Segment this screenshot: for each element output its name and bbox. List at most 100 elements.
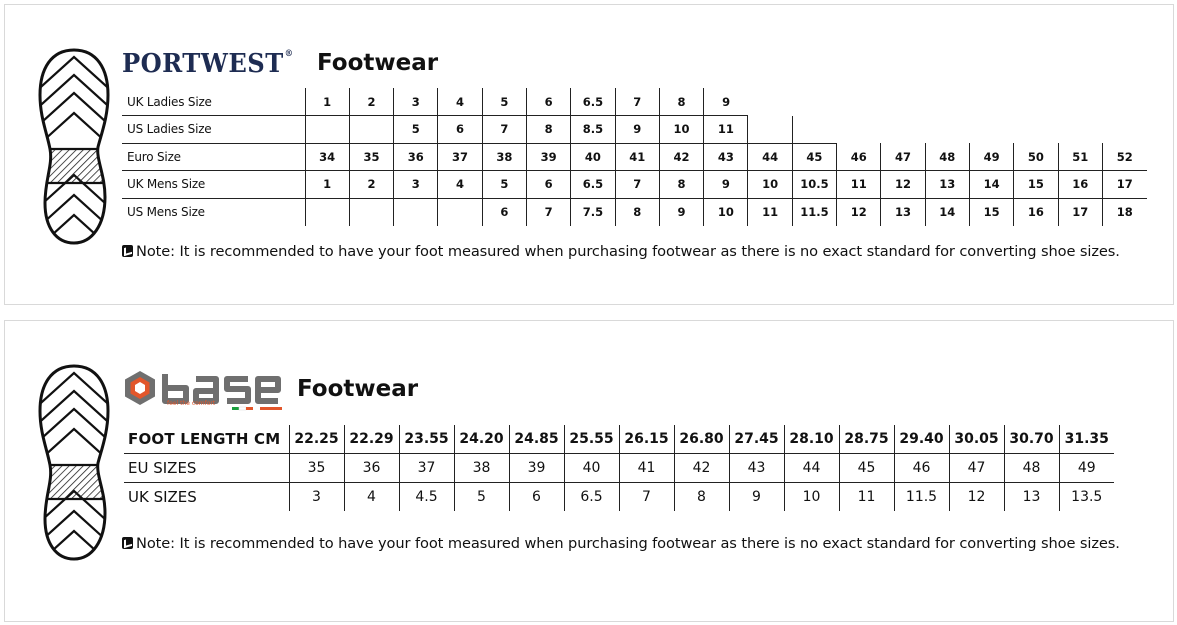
portwest-size-table: UK Ladies Size 1 2 3 4 5 6 6.5 7 8 9 US Ladies Size…: [122, 88, 1147, 226]
size-cell: 13.5: [1058, 482, 1114, 511]
size-cell: [1102, 116, 1146, 144]
size-cell: 29.40: [893, 425, 949, 454]
size-cell: 12: [836, 198, 881, 226]
size-cell: 37: [437, 143, 483, 171]
size-cell: 10: [747, 170, 793, 199]
size-cell: 52: [1101, 143, 1147, 171]
size-cell: 10: [658, 115, 704, 144]
size-cell: 9: [658, 198, 704, 226]
size-cell: 6.5: [563, 482, 619, 511]
size-cell: [304, 198, 350, 226]
size-cell: 6: [508, 482, 564, 511]
size-cell: 5: [453, 482, 509, 511]
table-row: UK Mens Size 1 2 3 4 5 6 6.5 7 8 9 10 10.5 11 12 13 14 15…: [122, 170, 1147, 199]
size-cell: 9: [703, 88, 748, 116]
size-cell: 6: [525, 170, 571, 199]
row-label: Euro Size: [122, 143, 305, 171]
size-cell: 51: [1057, 143, 1103, 171]
size-cell: 44: [747, 143, 793, 171]
size-cell: 10: [783, 482, 839, 511]
size-cell: [881, 88, 925, 116]
size-cell: 16: [1013, 198, 1059, 226]
size-cell: 3: [393, 88, 438, 116]
size-cell: 47: [948, 453, 1004, 483]
row-label: US Ladies Size: [122, 115, 305, 144]
size-cell: 2: [348, 88, 394, 116]
size-cell: [1058, 88, 1102, 116]
size-cell: [837, 116, 881, 144]
portwest-note: Note: It is recommended to have your foo…: [122, 243, 1120, 260]
size-cell: 26.15: [618, 425, 674, 454]
size-cell: 6: [481, 198, 527, 226]
size-cell: 7: [618, 482, 674, 511]
size-cell: 6: [525, 88, 571, 116]
table-row: UK SIZES 3 4 4.5 5 6 6.5 7 8 9 10 11 11.5 12 13 13.5: [124, 482, 1114, 511]
size-cell: 1: [304, 88, 350, 116]
size-cell: 13: [924, 170, 970, 199]
size-cell: 36: [343, 453, 399, 483]
size-cell: 22.25: [288, 425, 344, 454]
size-cell: [969, 116, 1013, 144]
size-cell: 8: [614, 198, 660, 226]
size-cell: 4: [437, 170, 483, 199]
size-cell: 46: [893, 453, 949, 483]
base-logo-icon: [125, 371, 282, 411]
size-cell: [1014, 88, 1058, 116]
size-cell: [393, 198, 438, 226]
size-cell: 48: [924, 143, 970, 171]
size-cell: 7: [525, 198, 571, 226]
shoe-sole-icon: [37, 47, 111, 251]
size-cell: 9: [703, 170, 748, 199]
size-cell: 42: [673, 453, 729, 483]
size-cell: [304, 115, 350, 144]
size-cell: 47: [880, 143, 926, 171]
size-cell: 44: [783, 453, 839, 483]
size-cell: 35: [288, 453, 344, 483]
size-cell: 22.29: [343, 425, 399, 454]
size-cell: [969, 88, 1013, 116]
row-label: UK SIZES: [128, 487, 197, 506]
base-note: Note: It is recommended to have your foo…: [122, 535, 1120, 552]
row-label: FOOT LENGTH CM: [124, 425, 289, 454]
size-cell: 15: [1013, 170, 1059, 199]
size-cell: 34: [304, 143, 350, 171]
size-cell: 3: [393, 170, 438, 199]
size-cell: 48: [1003, 453, 1059, 483]
base-size-panel: feel the comfort Footwear FOOT LENGTH CM…: [4, 320, 1174, 622]
size-cell: 5: [481, 88, 527, 116]
size-cell: 42: [658, 143, 704, 171]
size-cell: 37: [398, 453, 454, 483]
size-cell: 3: [288, 482, 344, 511]
size-cell: [348, 198, 394, 226]
note-icon: [122, 245, 133, 257]
size-cell: 27.45: [728, 425, 784, 454]
size-cell: [348, 115, 394, 144]
size-cell: 8: [525, 115, 571, 144]
size-cell: [1014, 116, 1058, 144]
size-cell: [925, 88, 969, 116]
size-cell: 5: [481, 170, 527, 199]
size-cell: 13: [880, 198, 926, 226]
size-cell: 11: [836, 170, 881, 199]
size-cell: 46: [836, 143, 881, 171]
row-label: UK Ladies Size: [122, 88, 305, 116]
size-cell: 39: [525, 143, 571, 171]
size-cell: 30.70: [1003, 425, 1059, 454]
size-cell: [792, 88, 836, 116]
row-label: UK Mens Size: [122, 170, 305, 199]
size-cell: 26.80: [673, 425, 729, 454]
base-title: Footwear: [297, 376, 419, 402]
size-cell: 45: [791, 143, 837, 171]
size-cell: 45: [838, 453, 894, 483]
table-row: EU SIZES 35 36 37 38 39 40 41 42 43 44 45 46 47 48 49: [124, 453, 1114, 483]
size-cell: 7: [614, 170, 660, 199]
size-cell: 12: [880, 170, 926, 199]
size-cell: 30.05: [948, 425, 1004, 454]
size-cell: [925, 116, 969, 144]
size-cell: 6.5: [570, 170, 616, 199]
size-cell: 14: [924, 198, 970, 226]
size-cell: [791, 115, 837, 144]
size-cell: 41: [618, 453, 674, 483]
size-cell: [881, 116, 925, 144]
size-cell: 6: [437, 115, 483, 144]
